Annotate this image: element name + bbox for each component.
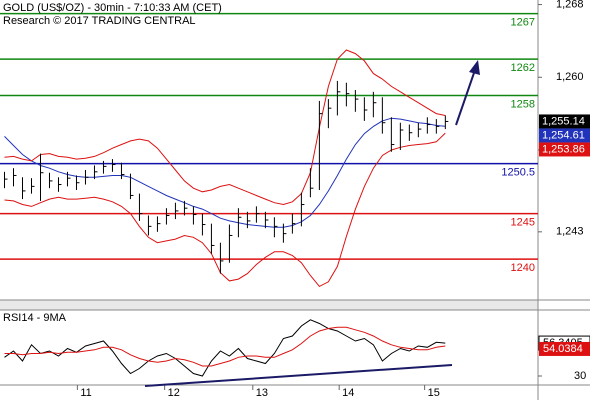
level-label: 1258 [511, 98, 535, 110]
last-value-label: 54.0384 [543, 343, 583, 355]
rsi-trendline [144, 364, 453, 387]
last-value-box [539, 142, 590, 157]
chart-title: GOLD (US$/OZ) - 30min - 7:10:33 AM (CET) [3, 2, 222, 14]
level-label: 1245 [511, 217, 535, 229]
indicator-line [4, 132, 446, 288]
rsi-title: RSI14 - 9MA [3, 312, 67, 324]
arrow-head [469, 60, 480, 75]
y-tick-label: 30 [574, 370, 586, 382]
x-tick-label: 15 [428, 387, 440, 399]
indicator-line [4, 117, 446, 228]
x-tick-label: 11 [80, 387, 91, 399]
x-tick-label: 12 [168, 387, 180, 399]
y-tick-label: 1,243 [556, 226, 584, 238]
y-tick-label: 1,268 [556, 0, 584, 10]
level-label: 1262 [511, 62, 535, 74]
chart-subtitle: Research © 2017 TRADING CENTRAL [3, 15, 196, 27]
level-label: 1250.5 [501, 167, 535, 179]
x-tick-label: 13 [256, 387, 268, 399]
pane-gap [0, 300, 538, 310]
last-value-box [539, 114, 590, 129]
last-value-label: 1,253.86 [542, 143, 585, 155]
y-tick-label: 1,260 [556, 71, 584, 83]
last-value-box [539, 341, 590, 356]
last-value-label: 1,254.61 [542, 129, 585, 141]
x-tick-label: 14 [342, 387, 354, 399]
arrow-shaft [455, 69, 476, 126]
level-label: 1240 [511, 262, 535, 274]
indicator-line [4, 326, 446, 367]
last-value-box [539, 128, 590, 143]
indicator-line [4, 319, 446, 377]
last-value-label: 1,255.14 [542, 115, 585, 127]
indicator-line [4, 49, 446, 206]
level-label: 1267 [511, 17, 535, 29]
